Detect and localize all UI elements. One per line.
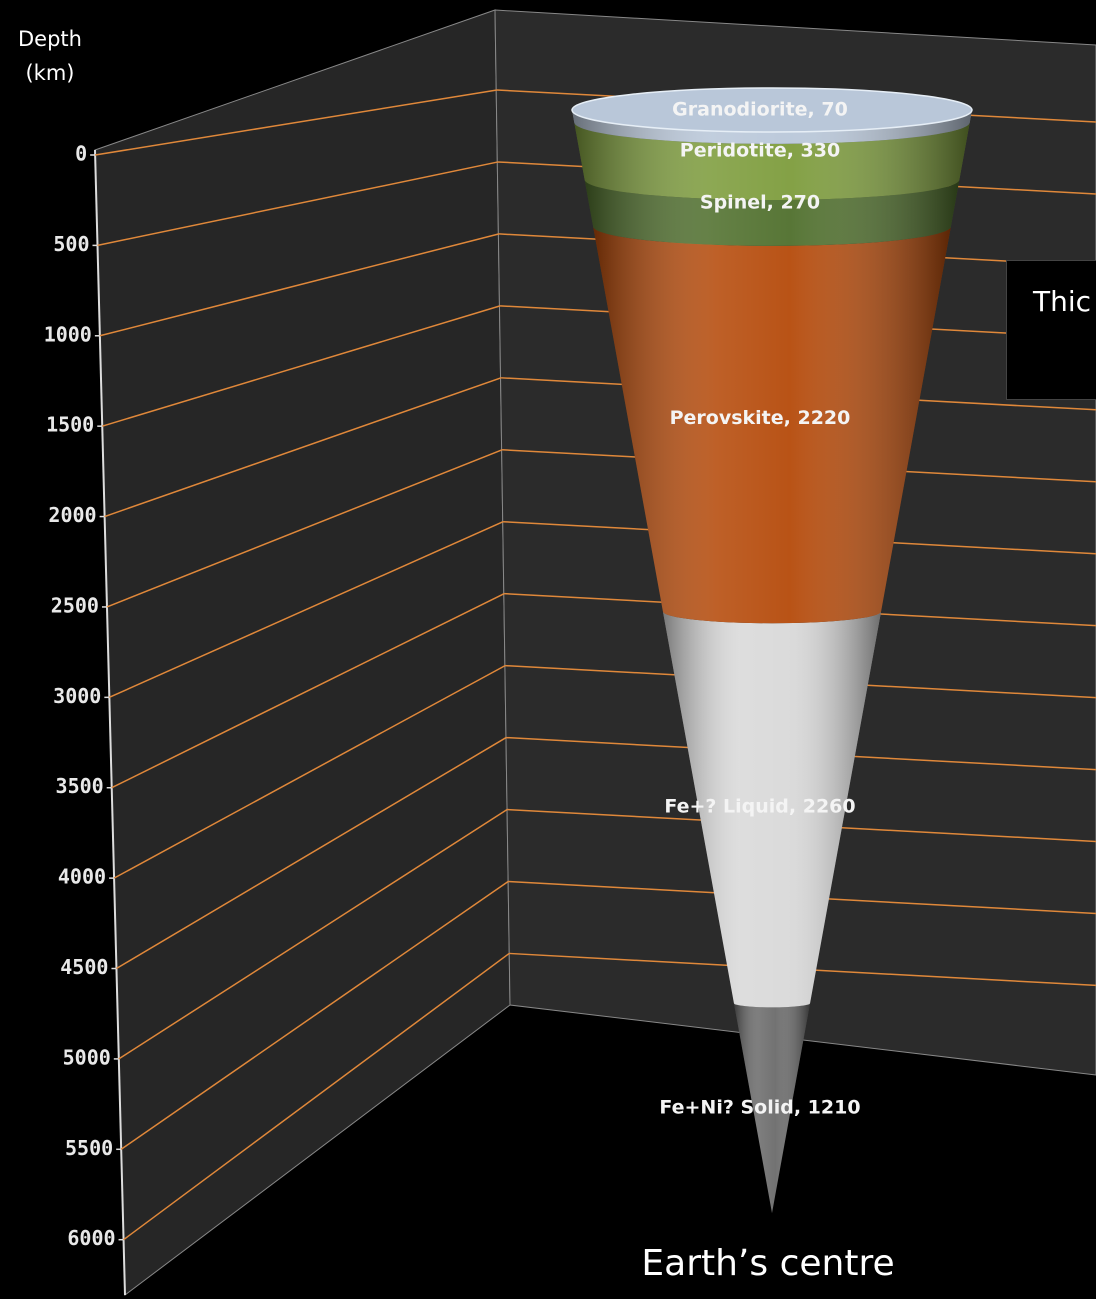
segment-shade <box>584 179 960 246</box>
cone-top <box>571 87 973 133</box>
cone <box>571 87 973 1214</box>
grid-line <box>118 808 508 1060</box>
data-label: Fe+Ni? Solid, 1210 <box>659 1097 860 1119</box>
data-label: Peridotite, 330 <box>680 139 840 161</box>
grid-line <box>111 592 505 789</box>
data-label: Perovskite, 2220 <box>670 407 851 429</box>
y-axis <box>94 149 126 1296</box>
grid-line <box>102 305 501 427</box>
grid-line <box>116 736 507 970</box>
y-tick-label: 2000 <box>48 503 96 527</box>
grid-line <box>99 233 500 337</box>
y-tick-label: 5500 <box>65 1136 113 1160</box>
y-tick-label: 1500 <box>46 413 94 437</box>
y-tick-label: 4000 <box>58 865 106 889</box>
grid-line <box>123 952 510 1241</box>
data-label: Granodiorite, 70 <box>672 99 848 121</box>
y-tick-label: 1000 <box>44 322 92 346</box>
segment-shade <box>733 1003 811 1214</box>
grid-line <box>104 377 502 518</box>
y-tick-label: 2500 <box>51 593 99 617</box>
labels: Fe+Ni? Solid, 1210 Fe+? Liquid, 2260 Perov… <box>659 99 860 1119</box>
segment-shade <box>574 122 970 200</box>
text-box: Thic <box>1006 260 1096 400</box>
segment-shade <box>662 611 882 1008</box>
y-tick-label: 3000 <box>53 684 101 708</box>
grid-line <box>97 161 499 247</box>
annotation: Earth’s centre <box>641 1243 894 1284</box>
grid-line <box>113 664 506 879</box>
y-tick-label: 6000 <box>67 1226 115 1250</box>
grid-line <box>120 880 509 1150</box>
grid-line <box>109 521 504 699</box>
y-tick-label: 500 <box>53 232 89 256</box>
segment-shade <box>572 110 972 144</box>
y-tick-label: 4500 <box>60 955 108 979</box>
grid-line <box>106 449 503 608</box>
y-tick-label: 0 <box>75 142 87 166</box>
segment-shade <box>593 226 951 624</box>
grid-line <box>95 89 498 156</box>
data-label: Fe+? Liquid, 2260 <box>664 796 855 818</box>
y-tick-label: 3500 <box>56 774 104 798</box>
data-label: Spinel, 270 <box>700 191 820 213</box>
y-axis-title: Depth (km) <box>18 27 82 85</box>
y-tick-label: 5000 <box>63 1045 111 1069</box>
